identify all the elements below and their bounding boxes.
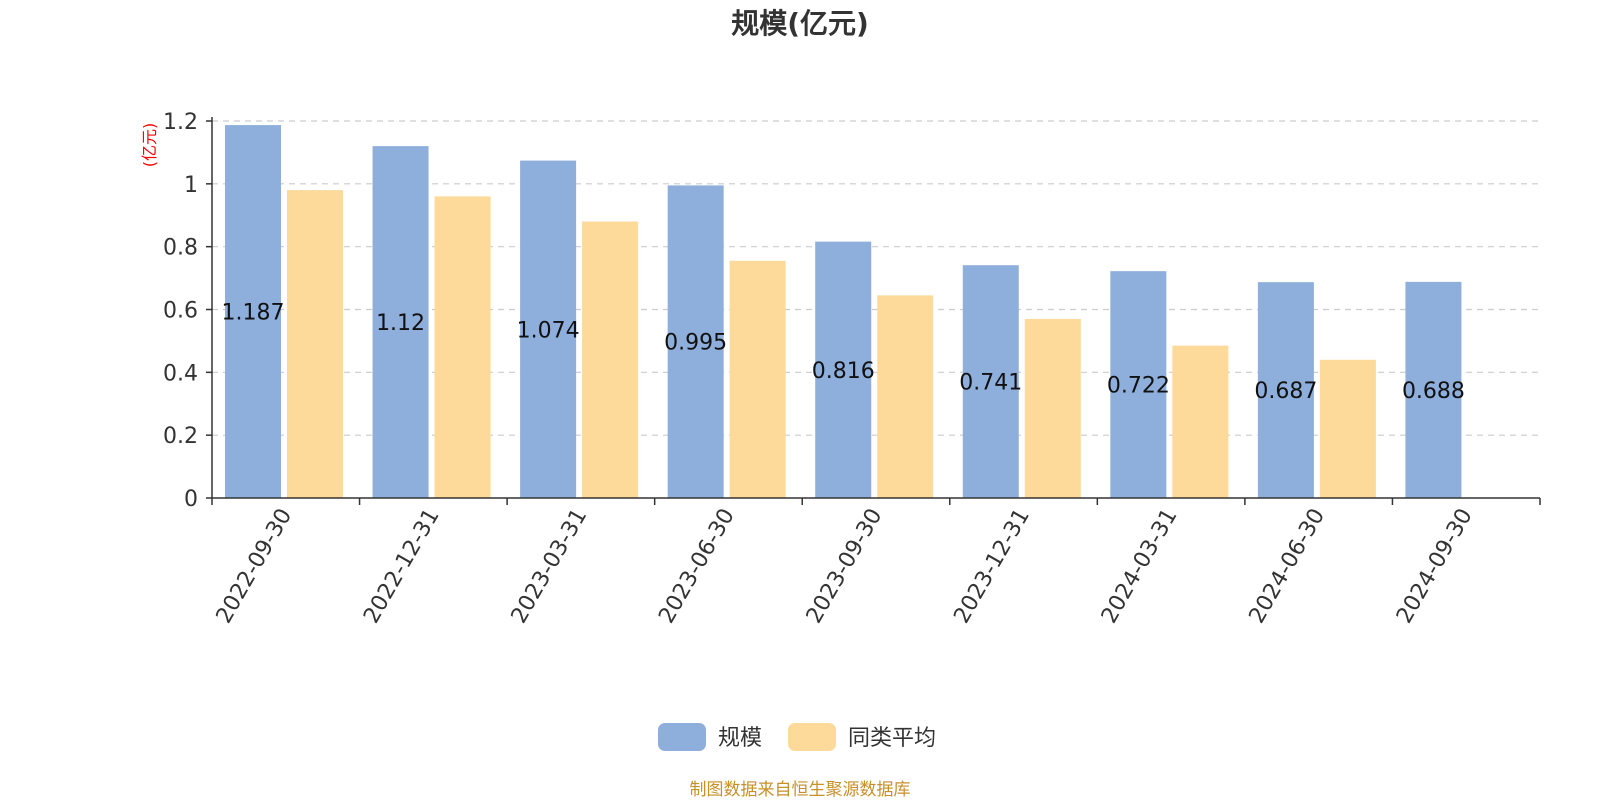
data-label: 0.741 — [959, 371, 1022, 396]
y-tick-label: 1 — [184, 173, 198, 198]
bar-peer-average[interactable] — [582, 221, 639, 499]
x-tick-label: 2024-03-31 — [1097, 505, 1183, 628]
x-tick-label: 2023-03-31 — [507, 505, 593, 628]
data-label: 0.995 — [664, 331, 727, 356]
data-label: 0.722 — [1107, 374, 1170, 399]
bar-scale[interactable] — [667, 185, 724, 498]
legend-swatch — [658, 723, 706, 751]
bar-scale[interactable] — [1257, 282, 1314, 498]
bar-scale[interactable] — [372, 146, 429, 498]
data-label: 1.187 — [222, 301, 285, 326]
data-label: 0.687 — [1254, 379, 1317, 404]
chart-title: 规模(亿元) — [731, 7, 869, 40]
legend[interactable]: 规模 同类平均 — [658, 723, 936, 751]
x-tick-label: 2023-06-30 — [654, 505, 740, 628]
source-note: 制图数据来自恒生聚源数据库 — [690, 780, 911, 800]
legend-label: 同类平均 — [848, 726, 936, 751]
y-tick-label: 1.2 — [163, 110, 198, 135]
bar-scale[interactable] — [520, 160, 577, 498]
legend-label: 规模 — [718, 726, 762, 751]
x-tick-label: 2022-09-30 — [212, 505, 298, 628]
y-tick-label: 0 — [184, 487, 198, 512]
bar-peer-average[interactable] — [434, 196, 491, 498]
bar-peer-average[interactable] — [1319, 359, 1376, 498]
data-label: 1.12 — [376, 311, 425, 336]
bar-scale[interactable] — [225, 125, 281, 498]
y-tick-label: 0.6 — [163, 299, 198, 324]
y-tick-label: 0.8 — [163, 236, 198, 261]
legend-item-scale[interactable]: 规模 — [658, 723, 762, 751]
y-tick-label: 0.2 — [163, 424, 198, 449]
data-label: 0.688 — [1402, 379, 1465, 404]
bar-peer-average[interactable] — [729, 260, 786, 498]
bar-peer-average[interactable] — [287, 190, 343, 498]
legend-item-peer-average[interactable]: 同类平均 — [788, 723, 936, 751]
bars — [225, 125, 1462, 499]
bar-scale[interactable] — [1405, 281, 1462, 498]
bar-scale[interactable] — [1110, 271, 1167, 498]
bar-peer-average[interactable] — [1172, 345, 1229, 498]
bar-scale[interactable] — [815, 241, 872, 498]
bar-scale[interactable] — [962, 265, 1019, 498]
x-tick-label: 2022-12-31 — [359, 505, 445, 628]
data-label: 0.816 — [812, 359, 875, 384]
legend-swatch — [788, 723, 836, 751]
data-labels: 1.187 1.12 1.074 0.995 0.816 0.741 0.722 0.687 0… — [222, 301, 1465, 405]
bar-peer-average[interactable] — [1024, 318, 1081, 498]
y-tick-label: 0.4 — [163, 361, 198, 386]
x-tick-label: 2024-09-30 — [1392, 505, 1478, 628]
bar-peer-average[interactable] — [877, 295, 934, 498]
x-tick-label: 2024-06-30 — [1245, 505, 1331, 628]
x-tick-label: 2023-12-31 — [949, 505, 1035, 628]
x-tick-label: 2023-09-30 — [802, 505, 888, 628]
y-axis-unit-label: (亿元) — [140, 123, 159, 168]
data-label: 1.074 — [517, 318, 580, 343]
grid-lines — [212, 120, 1540, 436]
